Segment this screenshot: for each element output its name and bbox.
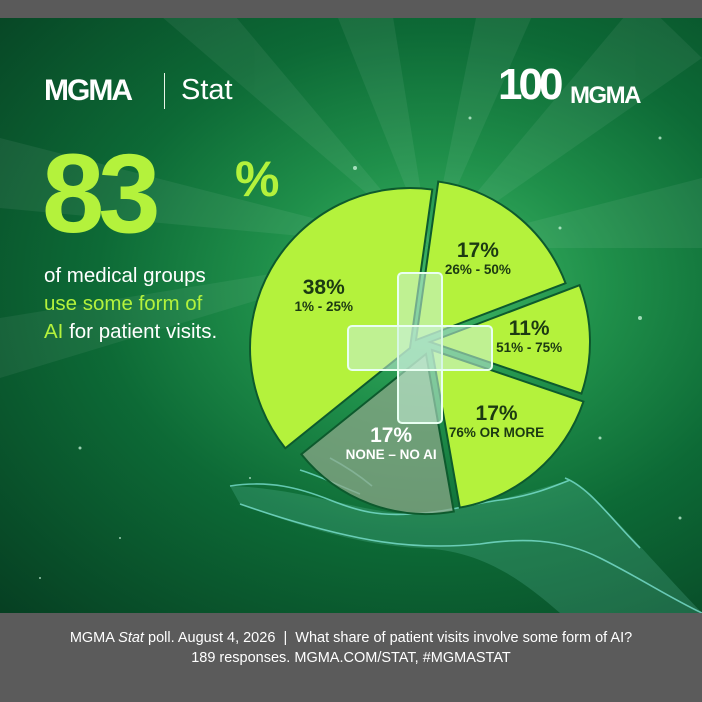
footer-date: poll. August 4, 2026: [148, 630, 276, 646]
footer-caption: MGMA Stat poll. August 4, 2026 | What sh…: [0, 613, 702, 702]
medical-cross-icon: [347, 272, 493, 424]
pie-slice-label-5: 38% 1% - 25%: [264, 277, 384, 315]
headline-percent-sign: %: [235, 151, 280, 207]
headline-line-3-rest: for patient visits.: [69, 320, 218, 343]
pie-slice-label-2: 11% 51% - 75%: [469, 318, 589, 356]
hero-panel: 17% 26% - 50% 11% 51% - 75% 17% 76% OR MORE 17…: [0, 18, 702, 613]
pie-chart: [249, 180, 591, 515]
pie-slice-value-2: 11%: [508, 317, 550, 341]
footer-line-2: 189 responses. MGMA.COM/STAT, #MGMASTAT: [191, 650, 511, 666]
footer-line-1: MGMA Stat poll. August 4, 2026 | What sh…: [0, 628, 702, 648]
pie-slice-range-5: 1% - 25%: [294, 299, 353, 314]
mgma-100-logo: 100 MGMA: [498, 60, 668, 110]
stat-wordmark: Stat: [181, 74, 233, 106]
logo-text: MGMA: [570, 82, 641, 109]
pie-slice-value-4: 17%: [370, 423, 413, 447]
pie-slice-range-2: 51% - 75%: [496, 340, 563, 356]
pie-slice-value-5: 38%: [302, 276, 345, 299]
pie-slice-value-3: 17%: [475, 402, 518, 426]
footer-stat: Stat: [118, 630, 144, 646]
logo-number: 100: [498, 60, 563, 109]
headline-line-3-ai: AI: [44, 320, 64, 343]
pie-slice-label-1: 17% 26% - 50%: [418, 240, 538, 278]
pie-slice-label-4: 17% NONE – NO AI: [331, 423, 451, 463]
footer-source: MGMA: [69, 630, 115, 646]
footer-separator: |: [283, 630, 288, 646]
pie-slice-value-1: 17%: [456, 239, 499, 263]
pie-slice-range-1: 26% - 50%: [444, 262, 511, 278]
headline-percentage: 83: [42, 131, 161, 256]
pie-slice-1: [414, 180, 567, 342]
top-bar: [0, 0, 702, 18]
pie-slice-range-3: 76% OR MORE: [448, 425, 545, 441]
brand-separator: [164, 73, 165, 109]
headline-text: of medical groups use some form of AI fo…: [44, 262, 304, 346]
headline-line-2: use some form of: [44, 292, 203, 315]
pie-slice-5: [249, 187, 434, 450]
pie-slice-3: [430, 348, 585, 509]
headline-line-1: of medical groups: [44, 264, 206, 287]
footer-question: What share of patient visits involve som…: [295, 630, 633, 646]
pie-slice-label-3: 17% 76% OR MORE: [437, 403, 557, 441]
mgma-logo: MGMA: [44, 74, 133, 107]
pie-slice-range-4: NONE – NO AI: [345, 446, 437, 462]
pie-slice-2: [427, 283, 591, 395]
